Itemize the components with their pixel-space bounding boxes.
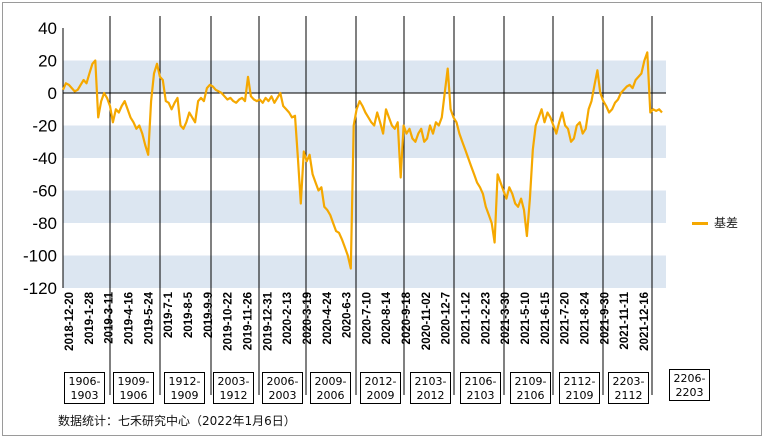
contract-box-text: 2106: [516, 389, 545, 402]
x-tick-label: 2021-12-16: [639, 292, 651, 351]
contract-box-text: 2012-: [364, 375, 397, 388]
contract-box-text: 2206-: [673, 372, 706, 385]
contract-box-text: 2009-: [314, 375, 347, 388]
x-tick-label: 2021-6-15: [540, 291, 552, 344]
y-tick-label: -120: [23, 279, 57, 298]
x-tick-label: 2019-1-28: [84, 291, 96, 344]
contract-box-text: 2103-: [414, 375, 447, 388]
x-tick-label: 2019-8-5: [183, 291, 195, 338]
x-tick-label: 2020-4-24: [322, 291, 334, 344]
x-tick-label: 2019-12-31: [262, 291, 274, 350]
legend-swatch: [692, 222, 708, 225]
legend-label: 基差: [714, 216, 739, 230]
grid-band: [63, 125, 666, 158]
chart-frame: [2, 2, 762, 436]
contract-box-text: 1903: [70, 389, 99, 402]
x-tick-label: 2021-2-23: [480, 292, 492, 344]
contract-box: 2009- 2006: [310, 372, 351, 404]
contract-box-text: 1906-: [68, 375, 101, 388]
x-tick-label: 2021-8-24: [580, 291, 592, 344]
contract-box-text: 2106-: [464, 375, 497, 388]
x-tick-label: 2019-7-1: [163, 291, 175, 338]
y-tick-label: -100: [23, 247, 57, 266]
contract-box: 1912- 1909: [164, 372, 205, 404]
y-tick-label: 20: [38, 52, 57, 71]
contract-box-text: 2112: [614, 389, 643, 402]
contract-box-text: 2003-: [217, 375, 250, 388]
x-tick-label: 2019-9-9: [203, 292, 215, 338]
contract-box: 2112- 2109: [559, 372, 600, 404]
contract-box-text: 2009: [366, 389, 395, 402]
source-note: 数据统计：七禾研究中心（2022年1月6日）: [58, 414, 296, 428]
legend: 基差: [692, 214, 738, 231]
x-tick-label: 2021-9-30: [599, 292, 611, 344]
x-tick-label: 2021-5-10: [520, 292, 532, 344]
x-tick-label: 2020-9-18: [401, 291, 413, 344]
grid-band: [63, 190, 666, 223]
x-tick-label: 2020-7-10: [361, 292, 373, 344]
contract-box: 2106- 2103: [460, 372, 501, 404]
x-tick-label: 2020-6-3: [342, 292, 354, 338]
grid-band: [63, 255, 666, 288]
y-tick-label: 40: [38, 19, 57, 38]
x-tick-label: 2020-3-19: [302, 292, 314, 344]
x-tick-label: 2021-11-11: [619, 291, 631, 349]
contract-box-text: 2012: [416, 389, 445, 402]
contract-box: 2109- 2106: [510, 372, 551, 404]
y-tick-label: -60: [32, 182, 57, 201]
contract-box: 2206- 2203: [669, 369, 710, 401]
contract-box-text: 2112-: [563, 375, 596, 388]
contract-box-text: 2109: [565, 389, 594, 402]
x-tick-label: 2019-10-22: [223, 292, 235, 351]
contract-box: 1909- 1906: [113, 372, 154, 404]
contract-box-text: 1906: [119, 389, 148, 402]
contract-box-text: 2006: [316, 389, 345, 402]
contract-box-text: 2103: [466, 389, 495, 402]
series-line-basis: [61, 51, 663, 270]
contract-box-text: 2203-: [612, 375, 645, 388]
x-tick-label: 2021-7-20: [560, 292, 572, 344]
y-tick-label: 0: [48, 84, 57, 103]
contract-box: 1906- 1903: [64, 372, 105, 404]
x-tick-label: 2020-8-14: [381, 291, 393, 344]
x-tick-label: 2020-12-7: [441, 292, 453, 344]
contract-box: 2012- 2009: [360, 372, 401, 404]
contract-box: 2003- 1912: [213, 372, 254, 404]
x-tick-label: 2018-12-20: [64, 292, 76, 351]
x-tick-label: 2021-1-12: [461, 292, 473, 344]
x-tick-label: 2019-11-26: [242, 292, 254, 350]
contract-box: 2203- 2112: [608, 372, 649, 404]
contract-box-text: 2203: [675, 386, 704, 399]
x-tick-label: 2021-3-30: [500, 292, 512, 344]
y-tick-label: -40: [32, 149, 57, 168]
x-tick-label: 2020-2-13: [282, 292, 294, 344]
contract-box-text: 1912: [219, 389, 248, 402]
x-tick-label: 2019-4-16: [123, 292, 135, 344]
y-tick-label: -80: [32, 214, 57, 233]
x-tick-label: 2019-5-24: [143, 291, 155, 344]
contract-box-text: 1909: [170, 389, 199, 402]
contract-box-text: 1909-: [117, 375, 150, 388]
contract-box-text: 2003: [268, 389, 297, 402]
contract-box-text: 1912-: [168, 375, 201, 388]
y-tick-label: -20: [32, 117, 57, 136]
contract-box: 2103- 2012: [410, 372, 451, 404]
contract-box: 2006- 2003: [262, 372, 303, 404]
x-tick-label: 2020-11-02: [421, 292, 433, 350]
contract-box-text: 2006-: [266, 375, 299, 388]
contract-box-text: 2109-: [514, 375, 547, 388]
